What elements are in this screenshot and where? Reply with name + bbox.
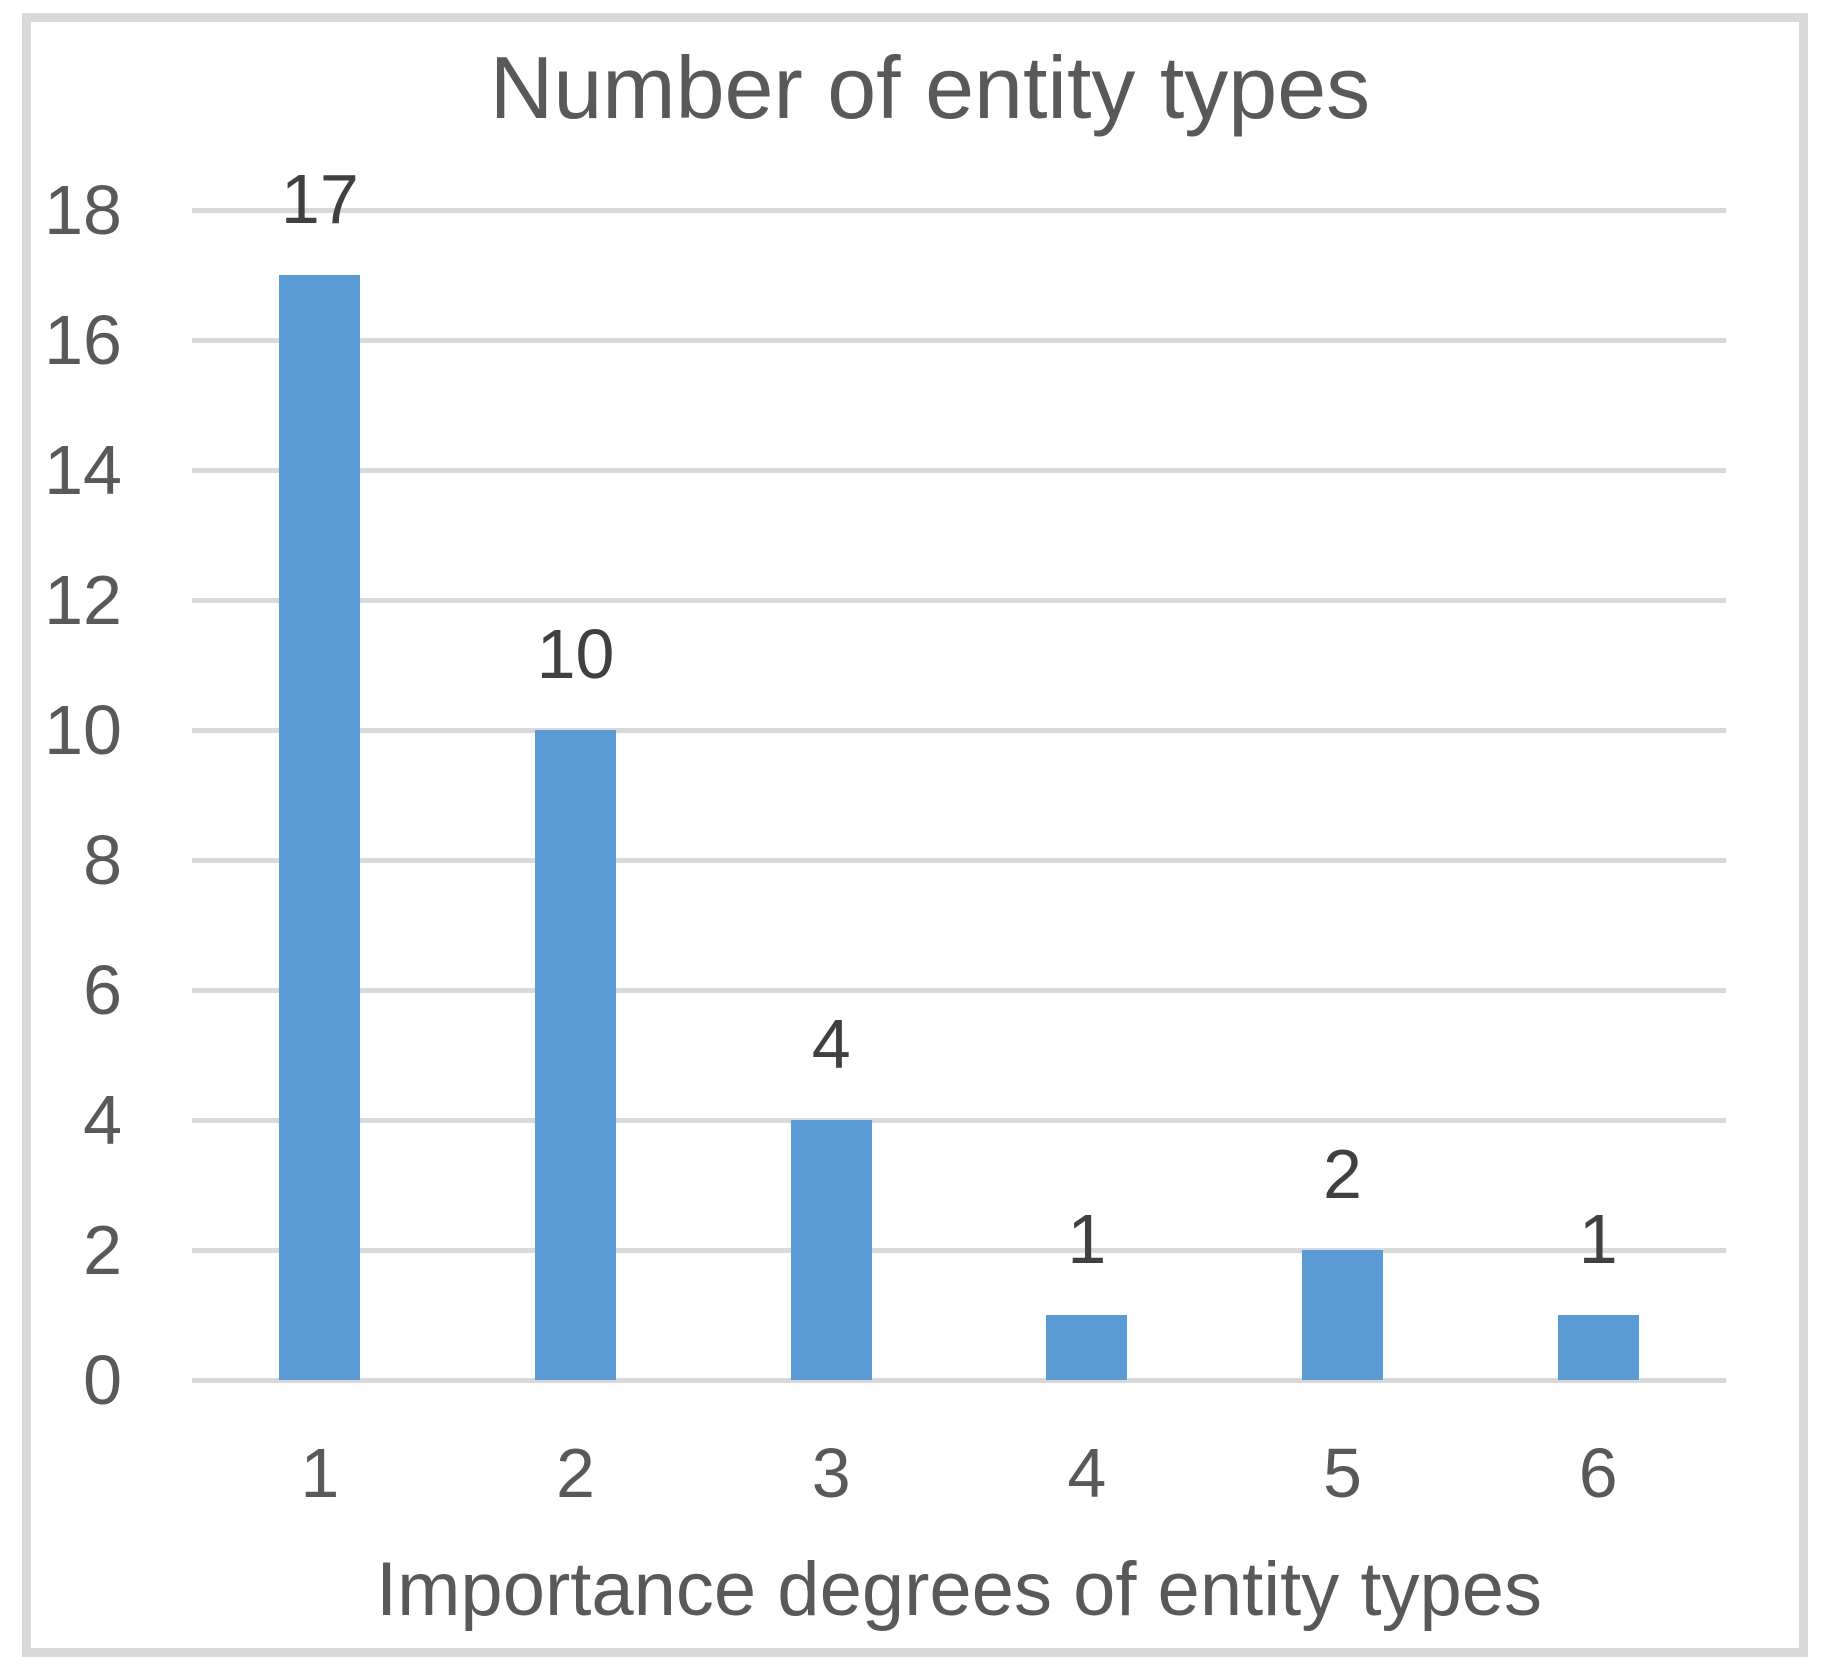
gridline-y-10 [192,728,1726,733]
y-tick-label-10: 10 [44,691,122,769]
gridline-y-18 [192,208,1726,213]
y-tick-label-4: 4 [83,1081,122,1159]
x-tick-label-5: 5 [1323,1434,1362,1512]
gridline-y-4 [192,1118,1726,1123]
y-tick-label-6: 6 [83,951,122,1029]
gridline-y-16 [192,338,1726,343]
gridline-y-6 [192,988,1726,993]
bar-category-3 [790,1120,872,1380]
x-tick-label-4: 4 [1067,1434,1107,1512]
x-tick-label-2: 2 [556,1434,595,1512]
gridline-y-2 [192,1248,1726,1253]
x-axis-title: Importance degrees of entity types [376,1547,1542,1632]
x-tick-label-1: 1 [300,1434,340,1512]
bar-value-label-3: 4 [811,1005,851,1083]
bar-value-label-2: 10 [536,615,615,693]
gridline-y-12 [192,598,1726,603]
bar-value-label-4: 1 [1067,1200,1107,1278]
y-tick-label-2: 2 [83,1211,122,1289]
bar-category-4 [1046,1315,1128,1380]
y-tick-label-18: 18 [44,171,122,249]
bar-category-2 [535,730,616,1380]
bar-value-label-5: 2 [1323,1135,1362,1213]
bar-category-1 [279,275,361,1380]
y-tick-label-0: 0 [83,1341,122,1419]
gridline-y-0 [192,1378,1726,1383]
y-tick-label-14: 14 [44,431,122,509]
x-tick-label-3: 3 [811,1434,851,1512]
bar-value-label-6: 1 [1578,1200,1618,1278]
gridline-y-8 [192,858,1726,863]
bar-category-5 [1302,1250,1383,1380]
y-tick-label-12: 12 [44,561,122,639]
y-tick-label-16: 16 [44,301,122,379]
gridline-y-14 [192,468,1726,473]
bar-category-6 [1557,1315,1639,1380]
bar-value-label-1: 17 [280,160,359,238]
y-tick-label-8: 8 [83,821,122,899]
chart-title: Number of entity types [489,38,1371,137]
x-tick-label-6: 6 [1578,1434,1618,1512]
